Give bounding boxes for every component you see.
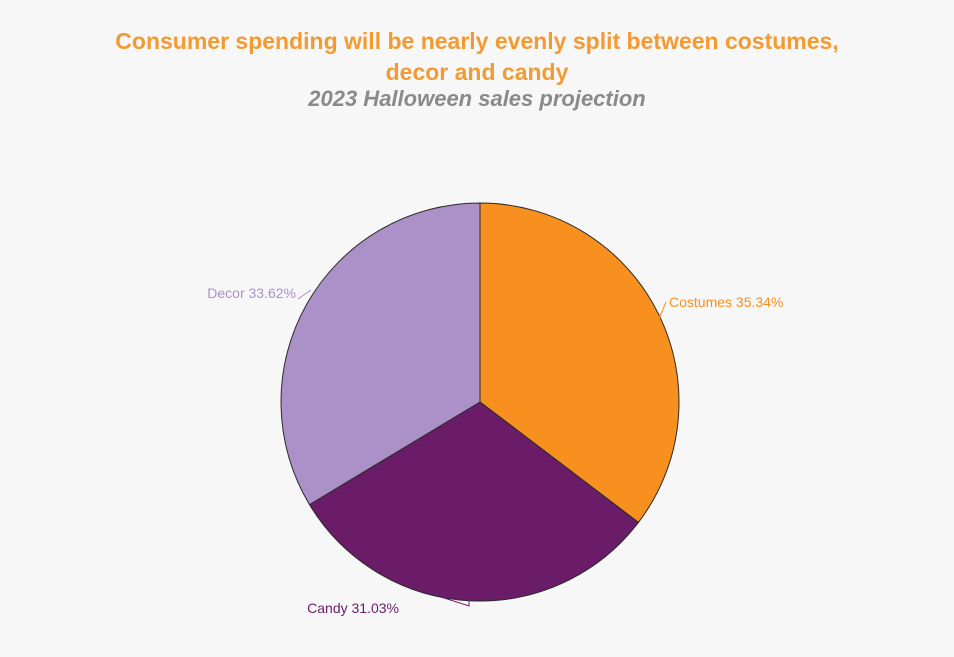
pie-labels: Costumes 35.34% Candy 31.03% Decor 33.62% (207, 285, 783, 616)
pie-slice-decor (280, 202, 481, 506)
leader-line-costumes (658, 301, 667, 320)
chart-title: Consumer spending will be nearly evenly … (0, 26, 954, 88)
pie-slice-costumes (479, 202, 680, 523)
slice-label-candy: Candy 31.03% (307, 600, 399, 616)
slice-label-decor: Decor 33.62% (207, 285, 296, 301)
slice-label-costumes: Costumes 35.34% (669, 294, 783, 310)
chart-subtitle: 2023 Halloween sales projection (308, 86, 646, 111)
leader-line-decor (297, 289, 312, 300)
chart-title-line-2: decor and candy (385, 59, 569, 85)
chart-title-line-1: Consumer spending will be nearly evenly … (115, 28, 839, 54)
pie-slices (280, 202, 680, 602)
leader-line-candy (440, 596, 470, 607)
